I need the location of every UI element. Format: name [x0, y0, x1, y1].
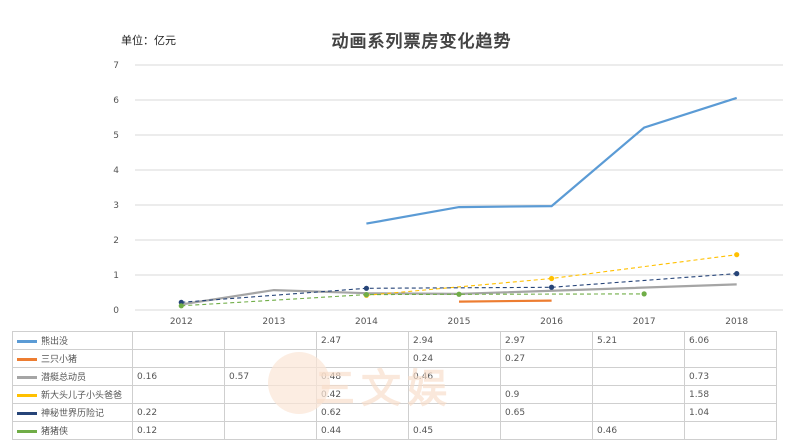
data-point — [734, 252, 740, 258]
table-cell — [500, 421, 593, 440]
legend-swatch — [17, 430, 37, 433]
watermark-text: 三文娱 — [315, 366, 453, 412]
legend-label: 神秘世界历险记 — [41, 409, 105, 419]
y-tick-label: 5 — [113, 131, 119, 141]
legend-swatch — [17, 358, 37, 361]
table-cell: 0.73 — [684, 367, 777, 386]
legend-cell: 神秘世界历险记 — [12, 403, 133, 422]
table-cell: 0.16 — [132, 367, 225, 386]
series-line-1 — [458, 299, 552, 303]
data-point — [641, 291, 647, 297]
table-cell: 1.04 — [684, 403, 777, 422]
table-cell — [224, 421, 317, 440]
legend-swatch — [17, 376, 37, 379]
legend-cell: 猪猪侠 — [12, 421, 133, 440]
y-tick-label: 3 — [113, 201, 119, 211]
x-tick-label: 2015 — [448, 317, 471, 327]
data-point — [456, 291, 462, 297]
table-cell — [592, 385, 685, 404]
table-row: 熊出没 2.47 2.94 2.97 5.21 6.06 — [12, 331, 777, 350]
legend-cell: 三只小猪 — [12, 349, 133, 368]
table-cell — [500, 367, 593, 386]
x-tick-label: 2012 — [170, 317, 193, 327]
table-cell — [224, 331, 317, 350]
table-cell: 0.12 — [132, 421, 225, 440]
table-cell — [684, 349, 777, 368]
legend-cell: 熊出没 — [12, 331, 133, 350]
data-point — [178, 303, 184, 309]
data-table: 熊出没 2.47 2.94 2.97 5.21 6.06 三只小猪 0.24 0.27 潜艇总动员… — [12, 331, 777, 440]
y-tick-label: 7 — [113, 61, 119, 71]
x-tick-label: 2018 — [725, 317, 748, 327]
table-cell — [132, 349, 225, 368]
table-cell — [592, 367, 685, 386]
table-cell: 1.58 — [684, 385, 777, 404]
y-tick-label: 6 — [113, 96, 119, 106]
legend-label: 潜艇总动员 — [41, 373, 87, 383]
table-cell: 0.27 — [500, 349, 593, 368]
data-point — [363, 285, 370, 291]
table-cell: 0.45 — [408, 421, 501, 440]
table-cell — [592, 349, 685, 368]
table-cell: 0.9 — [500, 385, 593, 404]
table-cell: 2.47 — [316, 331, 409, 350]
data-point — [363, 292, 370, 298]
table-cell — [132, 331, 225, 350]
watermark-logo — [268, 352, 330, 414]
series-line-5 — [181, 293, 645, 307]
legend-label: 三只小猪 — [41, 355, 78, 365]
series-line-4 — [181, 273, 737, 303]
table-cell — [592, 403, 685, 422]
data-point — [548, 284, 555, 290]
legend-swatch — [17, 412, 37, 415]
table-cell: 0.44 — [316, 421, 409, 440]
line-chart: 0 1 2 3 4 5 6 7 2012 2013 2014 2015 2016 2017 2018 — [113, 61, 783, 327]
x-tick-label: 2014 — [355, 317, 378, 327]
table-cell: 2.94 — [408, 331, 501, 350]
data-point — [734, 271, 740, 277]
x-tick-label: 2017 — [633, 317, 656, 327]
x-tick-label: 2016 — [540, 317, 563, 327]
table-cell: 0.46 — [592, 421, 685, 440]
legend-cell: 新大头儿子小头爸爸 — [12, 385, 133, 404]
table-cell: 6.06 — [684, 331, 777, 350]
table-row: 猪猪侠 0.12 0.44 0.45 0.46 — [12, 421, 777, 440]
legend-swatch — [17, 394, 37, 397]
chart-title: 动画系列票房变化趋势 — [331, 32, 512, 52]
table-cell — [132, 385, 225, 404]
unit-label: 单位：亿元 — [121, 34, 176, 47]
table-cell: 2.97 — [500, 331, 593, 350]
legend-cell: 潜艇总动员 — [12, 367, 133, 386]
legend-label: 猪猪侠 — [41, 427, 69, 437]
table-cell — [684, 421, 777, 440]
table-row: 三只小猪 0.24 0.27 — [12, 349, 777, 368]
y-tick-label: 4 — [113, 166, 119, 176]
y-tick-label: 2 — [113, 236, 119, 246]
y-tick-label: 1 — [113, 271, 119, 281]
table-cell: 5.21 — [592, 331, 685, 350]
x-tick-label: 2013 — [262, 317, 285, 327]
series-line-0 — [366, 96, 738, 225]
data-point — [548, 275, 555, 282]
legend-swatch — [17, 340, 37, 343]
legend-label: 熊出没 — [41, 337, 69, 347]
table-cell: 0.22 — [132, 403, 225, 422]
y-tick-label: 0 — [113, 306, 119, 316]
table-cell: 0.65 — [500, 403, 593, 422]
legend-label: 新大头儿子小头爸爸 — [41, 391, 123, 401]
